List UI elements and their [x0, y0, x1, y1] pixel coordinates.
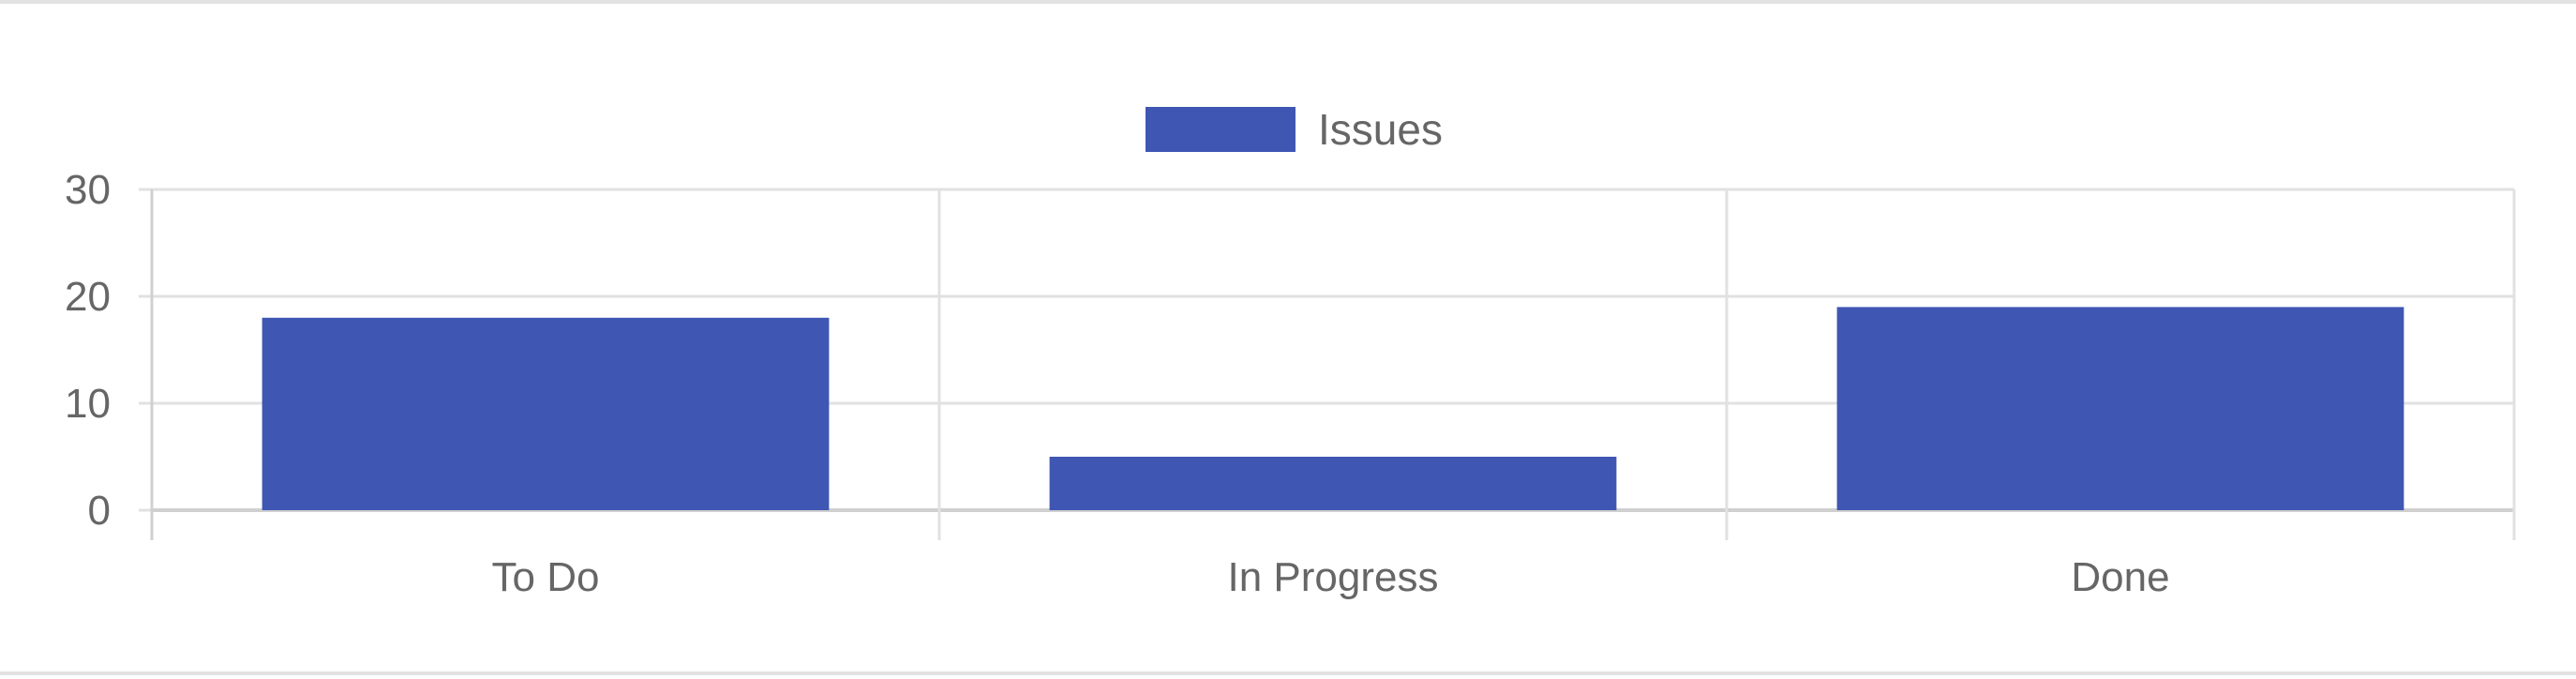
- y-tick-label: 0: [88, 488, 111, 534]
- y-tick-label: 30: [65, 167, 111, 213]
- x-tick-label: In Progress: [1228, 554, 1439, 600]
- bar-to-do[interactable]: [262, 317, 830, 510]
- bar-in-progress[interactable]: [1049, 457, 1617, 510]
- x-tick-label: To Do: [492, 554, 600, 600]
- axes-layer: 0 10 20 30 To Do In Progress Done: [65, 167, 2170, 600]
- issues-bar-chart: 0 10 20 30 To Do In Progress Done Issues: [65, 105, 2516, 600]
- legend-swatch[interactable]: [1146, 107, 1295, 152]
- bars-layer: [262, 307, 2404, 510]
- y-tick-label: 10: [65, 381, 111, 427]
- x-tick-label: Done: [2071, 554, 2169, 600]
- y-tick-label: 20: [65, 274, 111, 320]
- legend-label[interactable]: Issues: [1318, 105, 1443, 154]
- legend[interactable]: Issues: [1146, 105, 1443, 154]
- bar-done[interactable]: [1836, 307, 2404, 510]
